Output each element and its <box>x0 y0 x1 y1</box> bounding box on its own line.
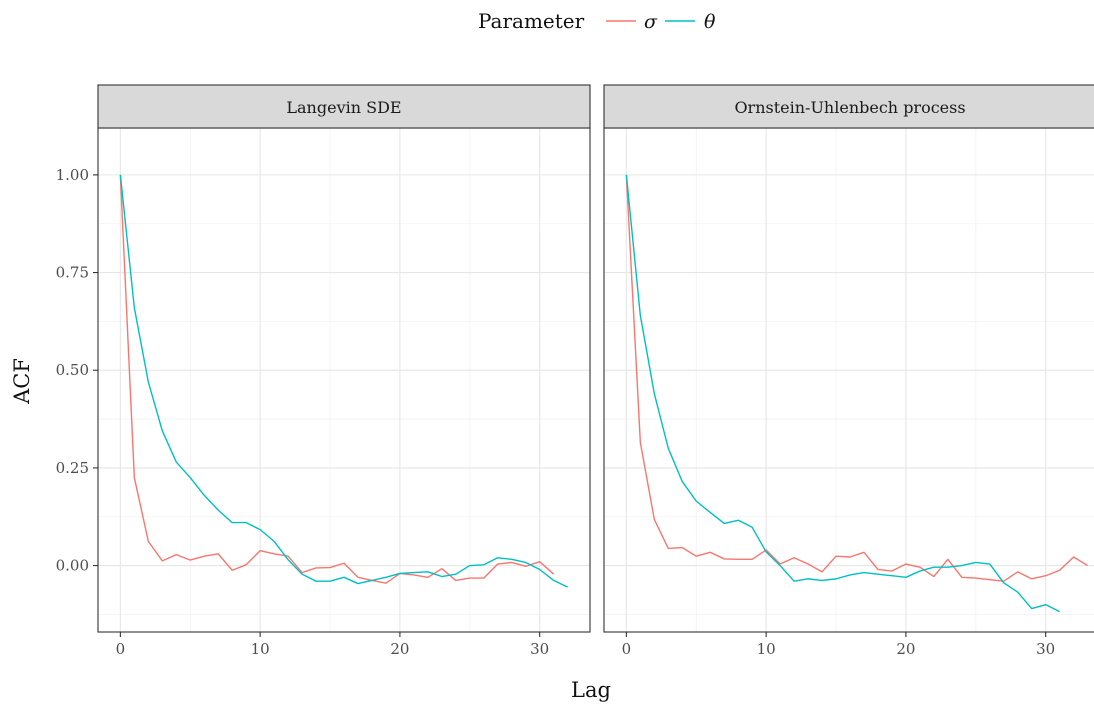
x-tick-label: 10 <box>757 640 776 658</box>
panel-background <box>604 128 1094 632</box>
x-tick-label: 20 <box>390 640 409 658</box>
y-axis-title: ACF <box>10 358 34 405</box>
x-tick-label: 30 <box>1036 640 1055 658</box>
legend-label-theta: θ <box>704 11 716 33</box>
legend-label-sigma: σ <box>644 11 658 33</box>
panel-0: Langevin SDE 0 10 20 30 0.00 0.25 0.50 0.75 1.00 <box>56 84 591 658</box>
y-tick-label: 0.75 <box>56 264 89 282</box>
facet-strip-label: Ornstein-Uhlenbech process <box>734 98 965 117</box>
x-tick-label: 30 <box>530 640 549 658</box>
y-tick-label: 0.50 <box>56 361 89 379</box>
y-tick-label: 1.00 <box>56 166 89 184</box>
facet-strip <box>603 84 1094 129</box>
y-tick-label: 0.25 <box>56 459 89 477</box>
panel-1: Ornstein-Uhlenbech process 0 10 20 30 <box>603 84 1094 658</box>
legend: Parameter σ θ <box>478 9 716 33</box>
legend-title: Parameter <box>478 9 585 33</box>
series-line-sigma <box>119 174 555 584</box>
series-line-theta <box>119 174 568 588</box>
facet-panels: Langevin SDE 0 10 20 30 0.00 0.25 0.50 0.75 1.00 O… <box>56 84 1094 658</box>
panel-background <box>98 128 590 632</box>
x-axis-title: Lag <box>571 678 611 702</box>
facet-strip-label: Langevin SDE <box>286 98 401 117</box>
facet-strip <box>97 84 591 129</box>
x-tick-label: 0 <box>116 640 126 658</box>
x-tick-label: 0 <box>622 640 632 658</box>
series-line-sigma <box>625 174 1088 582</box>
y-tick-label: 0.00 <box>56 557 89 575</box>
x-tick-label: 20 <box>896 640 915 658</box>
x-tick-label: 10 <box>251 640 270 658</box>
series-line-theta <box>625 174 1060 613</box>
